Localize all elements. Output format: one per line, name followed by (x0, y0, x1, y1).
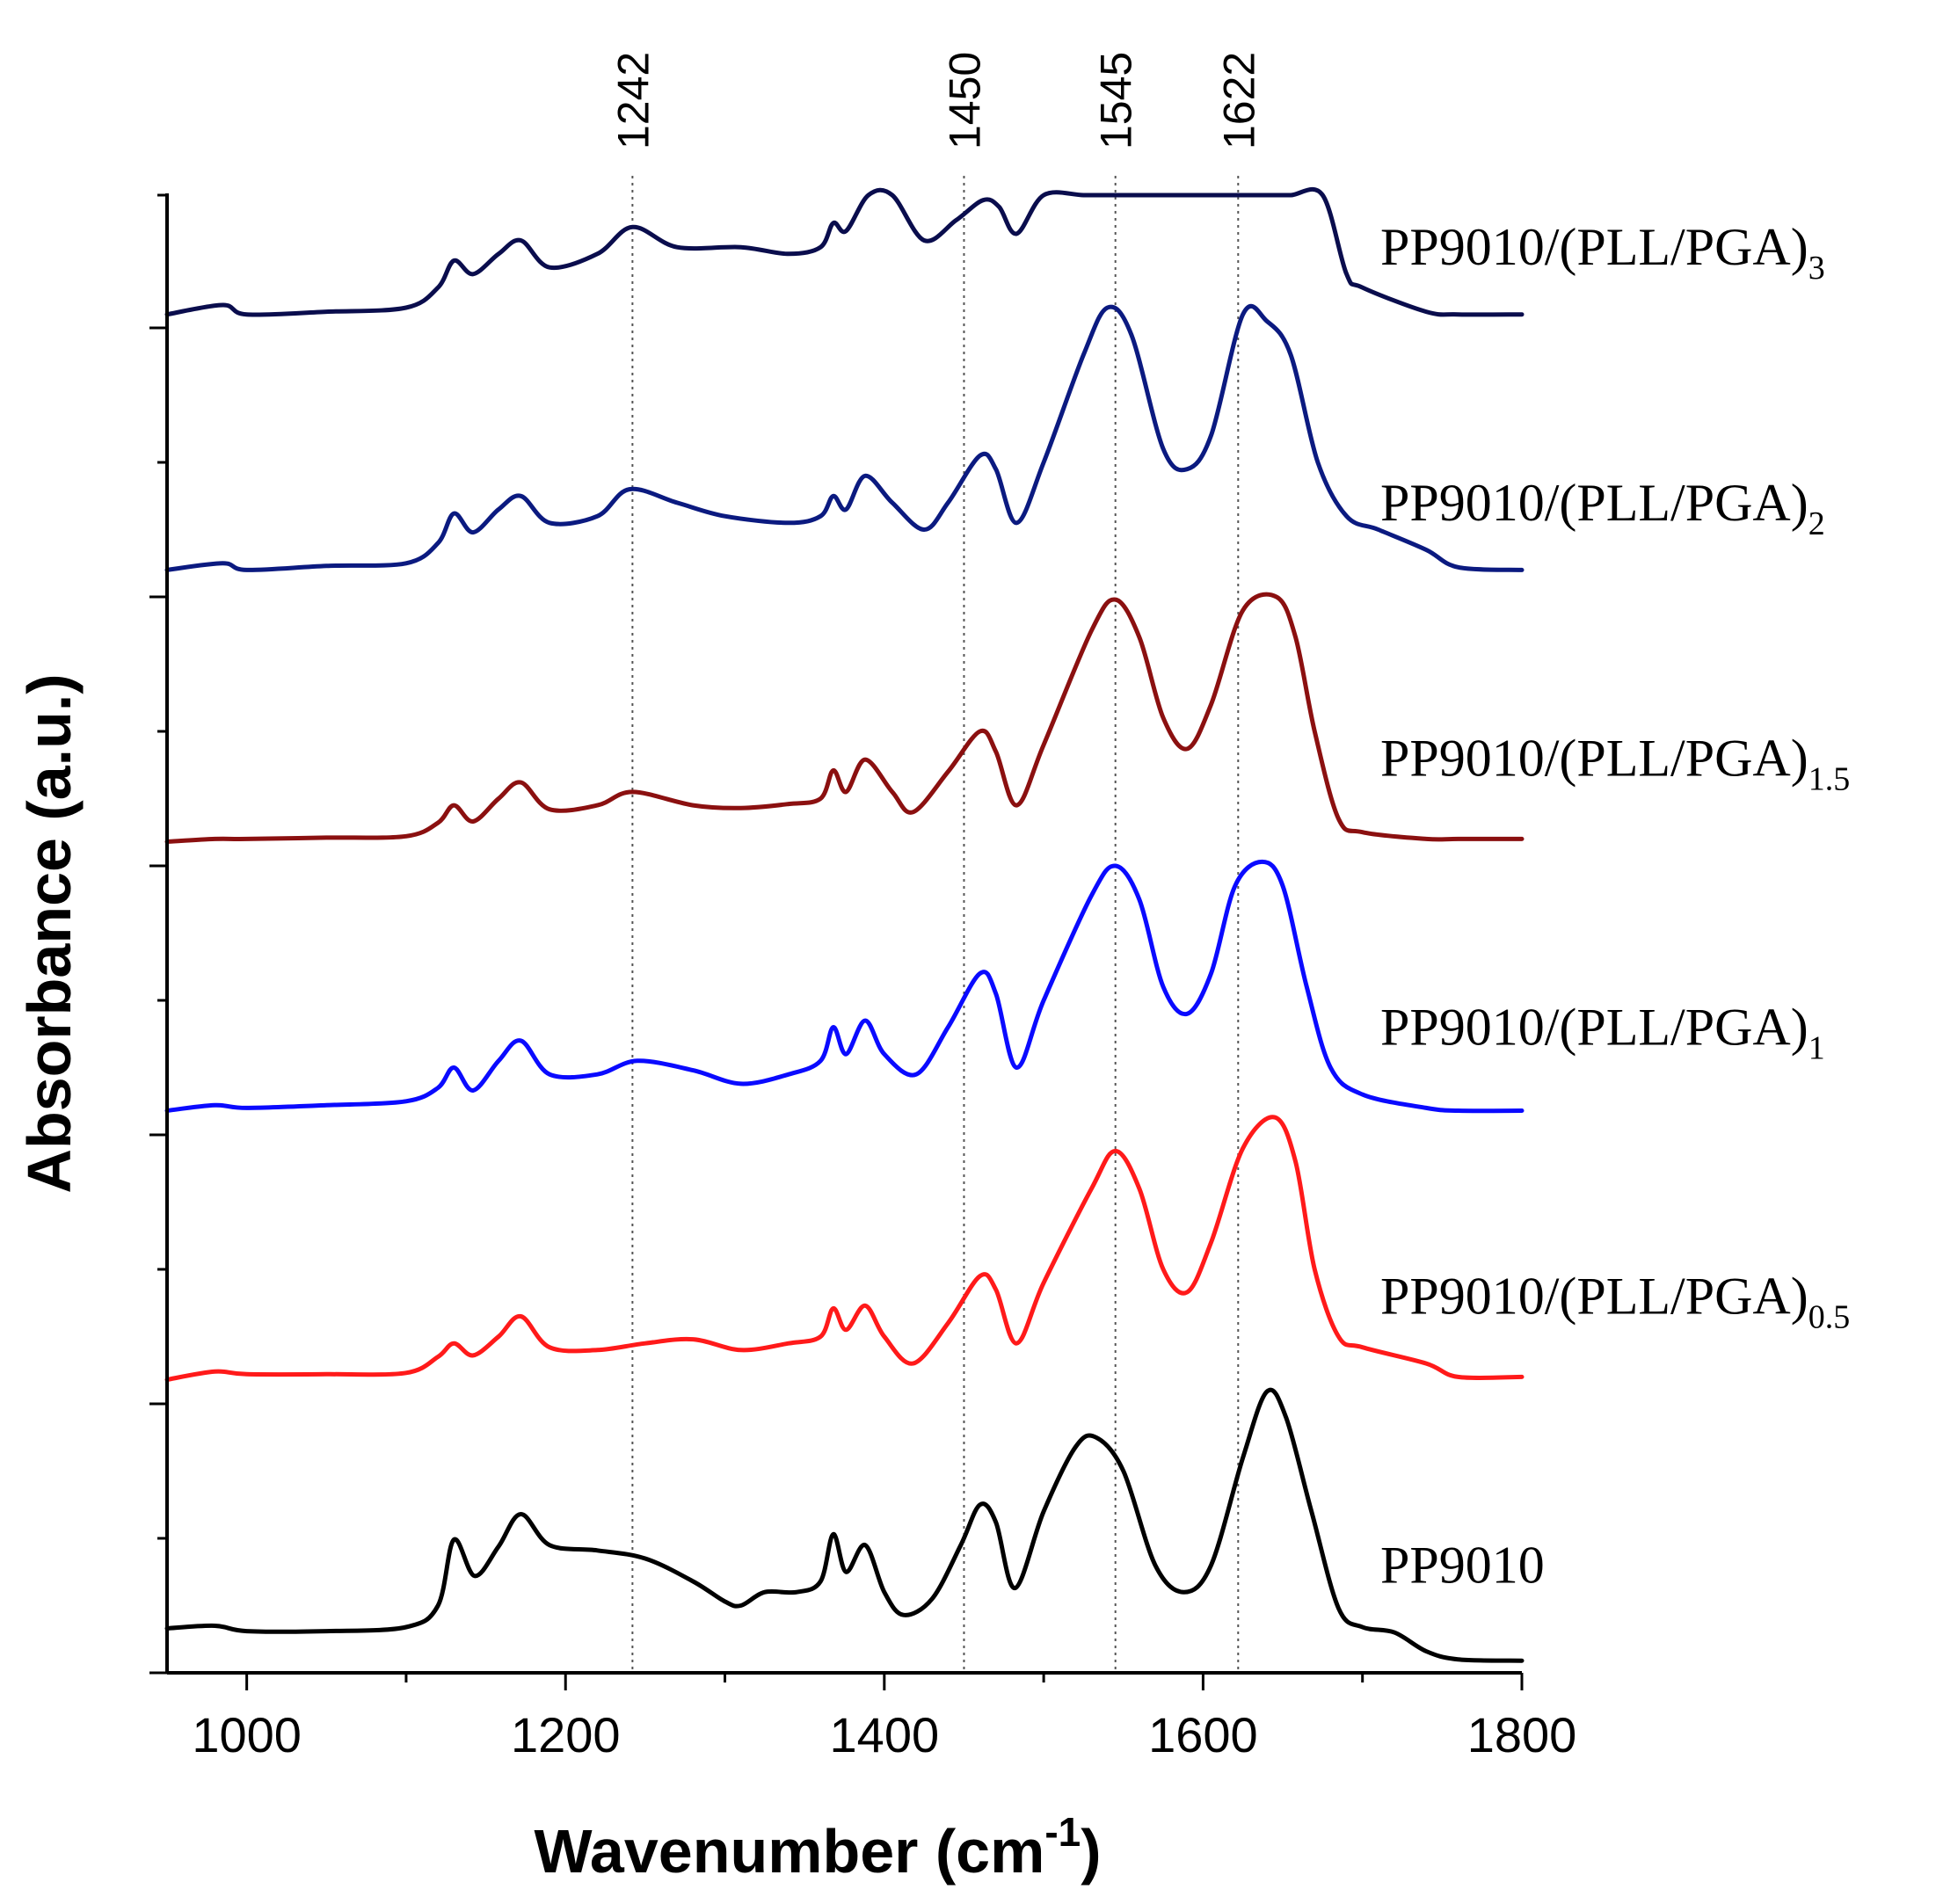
series-label-2: PP9010/(PLL/PGA)1 (1380, 999, 1825, 1067)
series-line-0 (164, 1387, 1525, 1663)
x-tick-label: 1400 (830, 1707, 940, 1762)
series-label-1: PP9010/(PLL/PGA)0.5 (1380, 1268, 1850, 1336)
series-label-4: PP9010/(PLL/PGA)2 (1380, 474, 1825, 542)
y-axis-title: Absorbance (a.u.) (15, 673, 84, 1193)
series-label-0: PP9010 (1380, 1537, 1545, 1595)
x-tick-label: 1200 (511, 1707, 621, 1762)
x-tick-label: 1000 (192, 1707, 302, 1762)
reference-label-1622: 1622 (1214, 52, 1263, 149)
axes (165, 193, 1522, 1675)
x-axis-title: Wavenumber (cm-1) (534, 1809, 1101, 1886)
reference-labels: 1242 1450 1545 1622 (608, 52, 1263, 149)
x-tick-label: 1600 (1148, 1707, 1258, 1762)
series-label-5: PP9010/(PLL/PGA)3 (1380, 218, 1825, 287)
x-ticks: 1000 1200 1400 1600 1800 (192, 1673, 1576, 1762)
series-line-1 (164, 1115, 1525, 1382)
series-label-3: PP9010/(PLL/PGA)1.5 (1380, 730, 1850, 798)
series-line-2 (164, 859, 1525, 1114)
x-tick-label: 1800 (1467, 1707, 1577, 1762)
series-line-5 (164, 186, 1525, 317)
reference-label-1450: 1450 (940, 52, 989, 149)
reference-label-1545: 1545 (1092, 52, 1141, 149)
series-line-4 (164, 304, 1525, 572)
series-labels: PP9010 PP9010/(PLL/PGA)0.5 PP9010/(PLL/PGA… (1380, 218, 1850, 1594)
reference-label-1242: 1242 (608, 52, 658, 149)
series-lines (164, 186, 1525, 1663)
series-line-3 (164, 592, 1525, 844)
y-ticks (149, 193, 167, 1675)
